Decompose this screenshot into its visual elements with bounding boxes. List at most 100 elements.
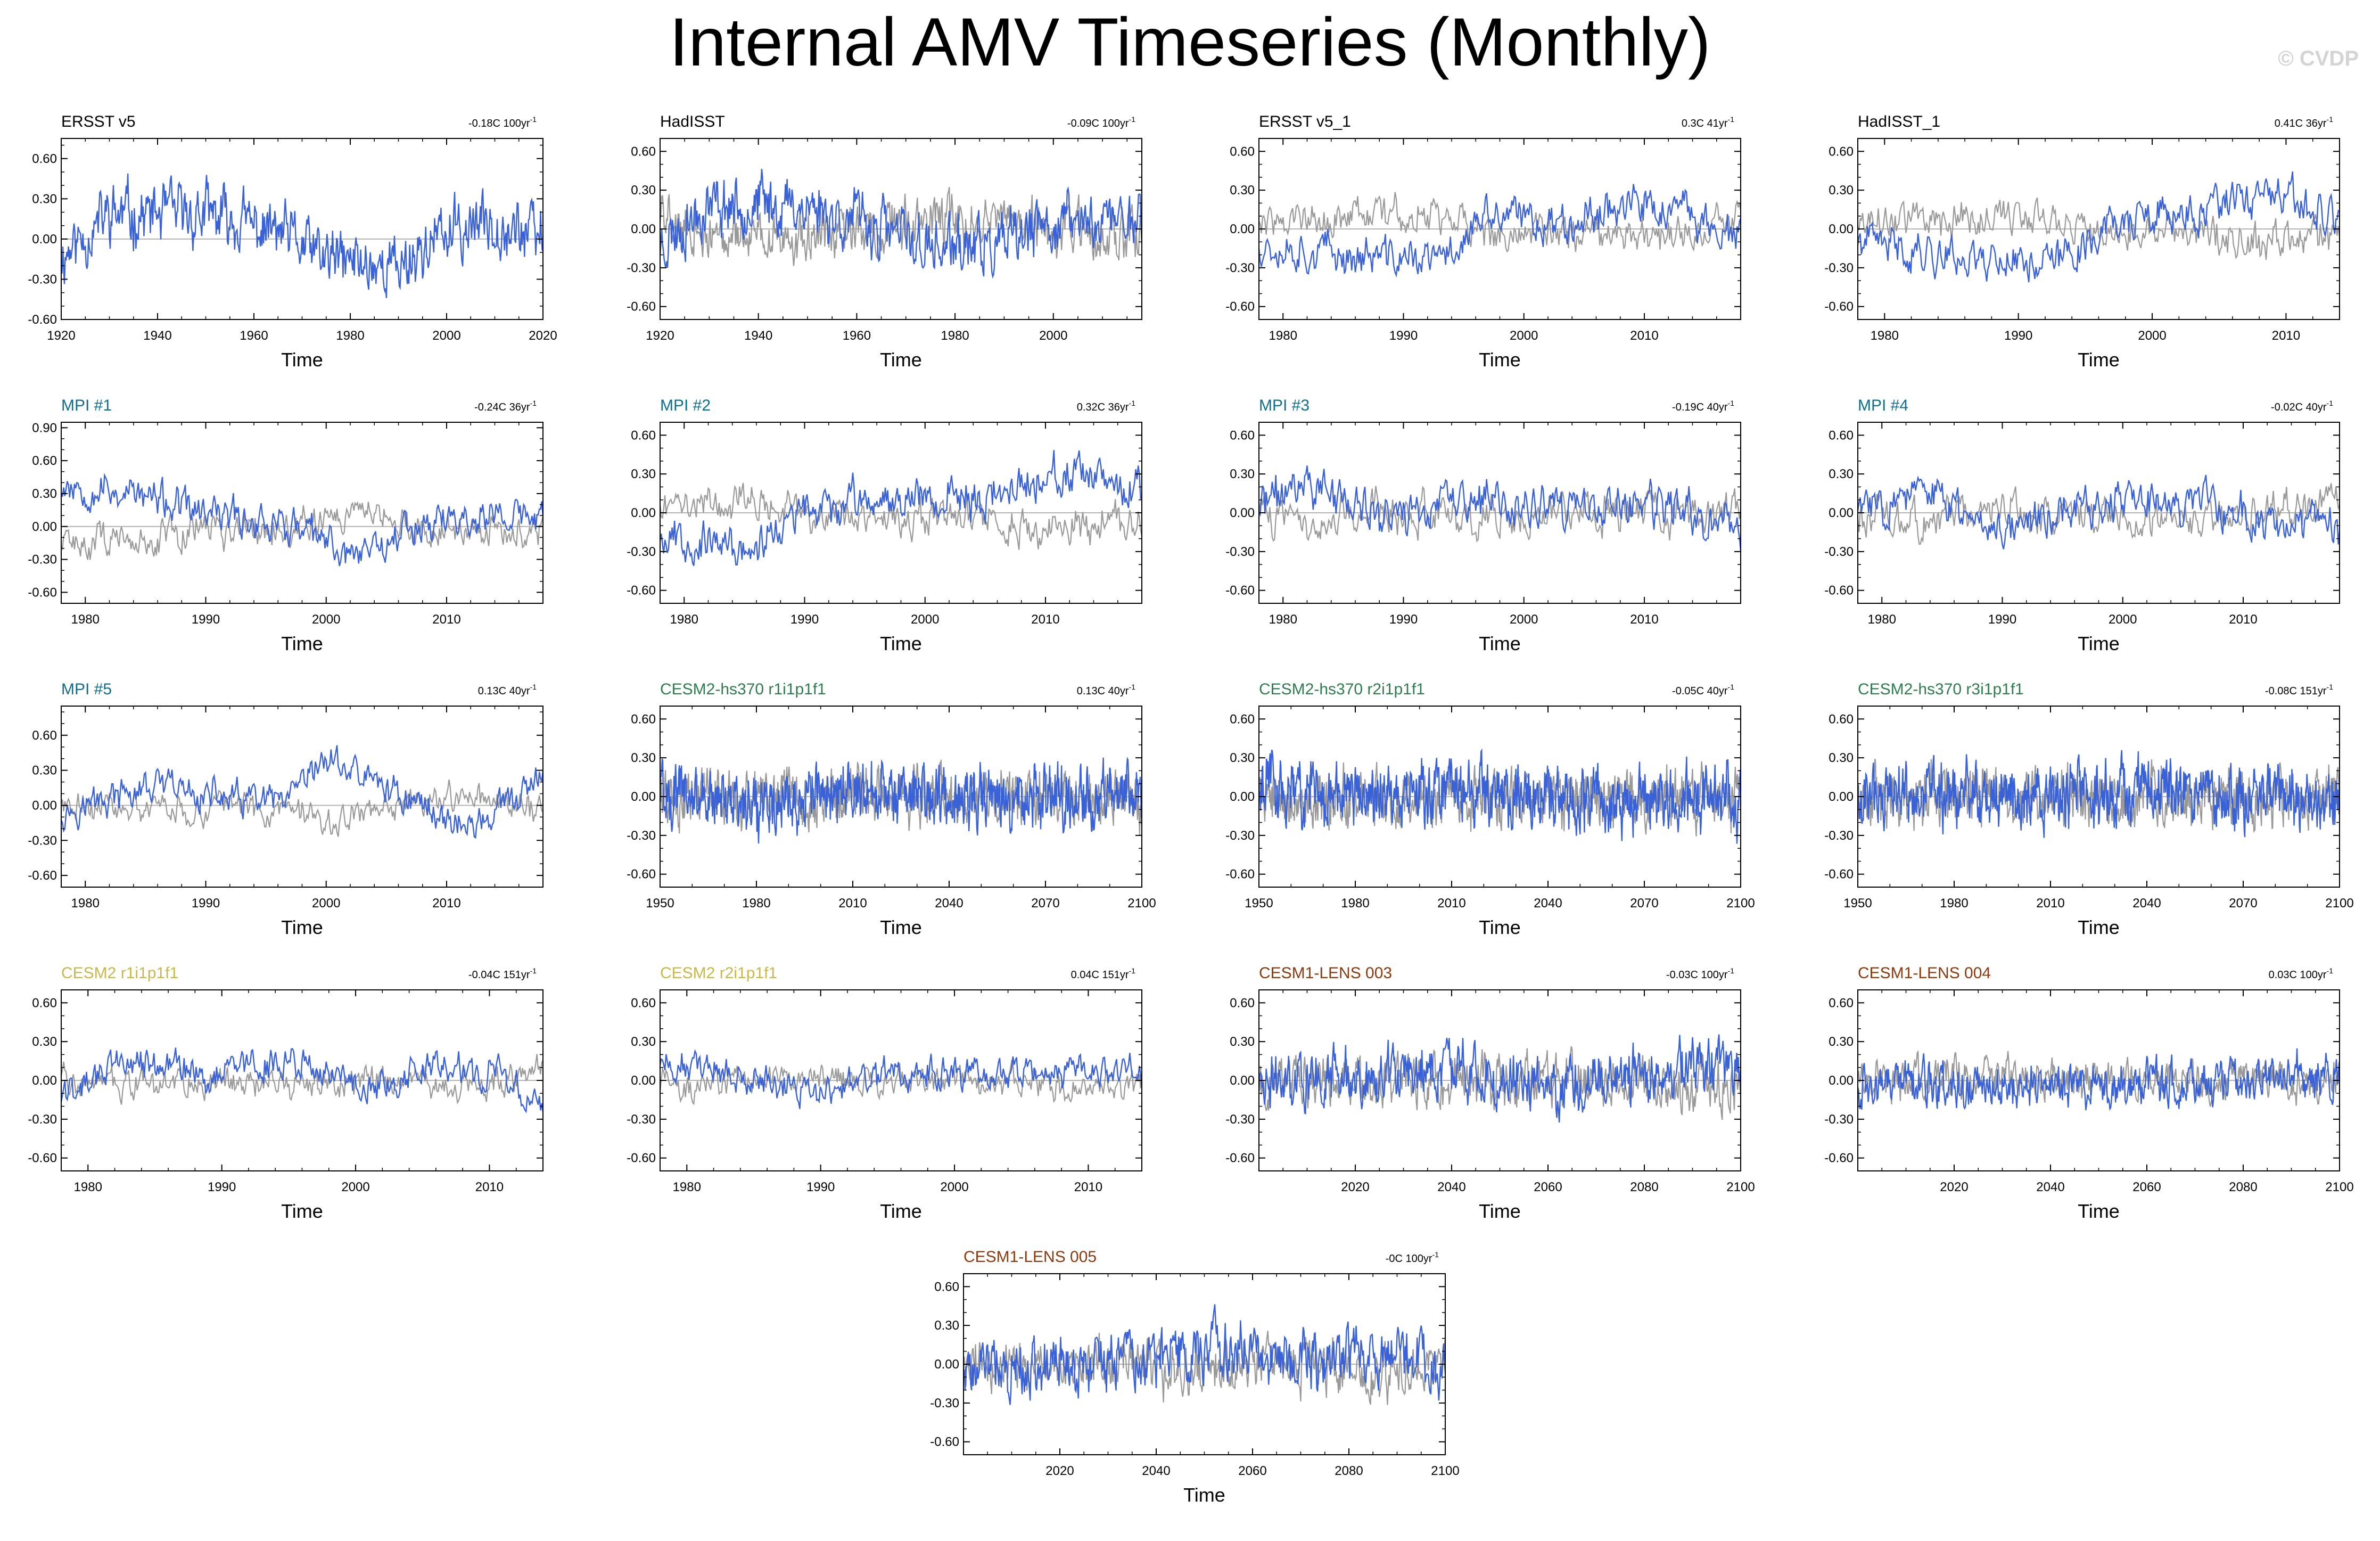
y-tick-label: 0.30 — [1230, 1035, 1255, 1049]
x-tick-label: 2080 — [1630, 1180, 1658, 1194]
y-tick-label: -0.60 — [627, 1151, 656, 1166]
y-tick-label: 0.60 — [631, 428, 656, 442]
y-tick-label: -0.60 — [1225, 584, 1255, 598]
y-tick-label: 0.00 — [631, 506, 656, 520]
chart-title: CESM2-hs370 r1i1p1f1 — [660, 681, 826, 698]
chart-panel: HadISST -0.09C 100yr-1 1920 1940 1960 1980 200… — [620, 106, 1152, 405]
chart-panel: ERSST v5 -0.18C 100yr-1 1920 1940 1960 1980 20… — [21, 106, 557, 405]
trend-label: -0C 100yr-1 — [1386, 1250, 1439, 1265]
chart-svg: CESM2 r2i1p1f1 0.04C 151yr-1 1980 1990 2000 2… — [627, 964, 1143, 1222]
chart-title: CESM1-LENS 003 — [1259, 964, 1392, 982]
x-axis-label: Time — [1479, 349, 1521, 371]
y-tick-label: 0.60 — [1230, 712, 1255, 726]
y-tick-label: -0.30 — [28, 833, 57, 848]
chart-svg: MPI #2 0.32C 36yr-1 1980 1990 2000 2010 0.60 0.… — [627, 397, 1143, 654]
trend-label: 0.32C 36yr-1 — [1077, 399, 1136, 413]
y-tick-label: 0.60 — [1829, 996, 1854, 1010]
chart-panel: MPI #4 -0.02C 40yr-1 1980 1990 2000 2010 0.60 0… — [1818, 390, 2350, 688]
chart-title: ERSST v5 — [61, 113, 136, 130]
trend-exponent: -1 — [1728, 966, 1735, 975]
chart-title: CESM2-hs370 r2i1p1f1 — [1259, 681, 1425, 698]
y-tick-label: -0.30 — [1824, 1112, 1854, 1127]
trend-exponent: -1 — [530, 399, 537, 407]
chart-svg: CESM1-LENS 005 -0C 100yr-1 2020 2040 2060 208… — [930, 1248, 1459, 1506]
chart-title: HadISST — [660, 113, 725, 130]
trend-exponent: -1 — [2327, 966, 2334, 975]
x-tick-label: 1980 — [1871, 329, 1899, 343]
y-tick-label: -0.30 — [28, 272, 57, 286]
x-tick-label: 1980 — [74, 1180, 102, 1194]
y-tick-label: -0.60 — [930, 1435, 959, 1449]
x-tick-label: 2010 — [432, 896, 460, 911]
series-line — [1258, 184, 1742, 278]
x-tick-label: 1990 — [208, 1180, 236, 1194]
x-tick-label: 2010 — [432, 612, 460, 627]
trend-exponent: -1 — [1728, 683, 1735, 691]
y-tick-label: -0.60 — [1824, 300, 1854, 314]
x-axis-label: Time — [2078, 1200, 2120, 1222]
series-line — [1857, 171, 2340, 283]
x-axis-label: Time — [2078, 349, 2120, 371]
chart-panel: CESM2 r2i1p1f1 0.04C 151yr-1 1980 1990 2000 2… — [620, 958, 1152, 1256]
y-tick-label: -0.30 — [28, 553, 57, 567]
x-tick-label: 1990 — [2004, 329, 2032, 343]
x-axis-label: Time — [2078, 633, 2120, 654]
y-tick-label: 0.30 — [631, 1035, 656, 1049]
y-tick-label: 0.30 — [1230, 467, 1255, 481]
chart-svg: CESM2-hs370 r2i1p1f1 -0.05C 40yr-1 1950 198… — [1225, 681, 1755, 938]
y-tick-label: 0.30 — [631, 751, 656, 765]
series-line — [659, 450, 1142, 566]
chart-title: MPI #3 — [1259, 397, 1310, 414]
x-axis-label: Time — [281, 349, 323, 371]
y-tick-label: 0.00 — [1230, 790, 1255, 804]
y-tick-label: -0.60 — [627, 300, 656, 314]
x-tick-label: 2040 — [2132, 896, 2161, 911]
chart-svg: MPI #3 -0.19C 40yr-1 1980 1990 2000 2010 0.60 0… — [1225, 397, 1742, 654]
y-tick-label: 0.30 — [631, 467, 656, 481]
x-tick-label: 1980 — [1868, 612, 1896, 627]
x-tick-label: 2020 — [529, 329, 557, 343]
chart-svg: HadISST -0.09C 100yr-1 1920 1940 1960 1980 200… — [627, 113, 1143, 371]
trend-label: 0.13C 40yr-1 — [478, 683, 537, 697]
x-tick-label: 2060 — [1238, 1464, 1266, 1478]
y-tick-label: 0.60 — [1230, 144, 1255, 159]
x-tick-label: 2100 — [1127, 896, 1156, 911]
x-tick-label: 1980 — [742, 896, 770, 911]
y-tick-label: -0.60 — [28, 868, 57, 883]
trend-value: -0.03C 100yr — [1666, 969, 1728, 981]
x-tick-label: 2100 — [2325, 896, 2353, 911]
chart-panel: MPI #5 0.13C 40yr-1 1980 1990 2000 2010 0.60 0.… — [21, 674, 554, 972]
chart-svg: CESM2-hs370 r3i1p1f1 -0.08C 151yr-1 1950 19… — [1824, 681, 2353, 938]
chart-svg: CESM2-hs370 r1i1p1f1 0.13C 40yr-1 1950 1980… — [627, 681, 1156, 938]
chart-svg: HadISST_1 0.41C 36yr-1 1980 1990 2000 2010 0.6… — [1824, 113, 2341, 371]
chart-title: HadISST_1 — [1858, 113, 1940, 130]
obs-series-line — [659, 482, 1143, 550]
chart-title: MPI #1 — [61, 397, 112, 414]
y-tick-label: -0.30 — [1824, 829, 1854, 843]
trend-value: -0.09C 100yr — [1067, 118, 1129, 129]
x-tick-label: 1980 — [673, 1180, 701, 1194]
y-tick-label: 0.60 — [32, 996, 57, 1010]
trend-exponent: -1 — [1129, 966, 1136, 975]
y-tick-label: -0.60 — [1824, 867, 1854, 882]
trend-value: -0.02C 40yr — [2271, 401, 2327, 413]
x-tick-label: 2000 — [2109, 612, 2137, 627]
x-tick-label: 1990 — [806, 1180, 835, 1194]
y-tick-label: -0.60 — [1824, 1151, 1854, 1166]
trend-label: -0.24C 36yr-1 — [474, 399, 537, 413]
y-tick-label: 0.30 — [934, 1318, 959, 1333]
y-tick-label: 0.00 — [32, 520, 57, 534]
y-tick-label: 0.00 — [1829, 790, 1854, 804]
trend-label: 0.3C 41yr-1 — [1682, 115, 1734, 129]
y-tick-label: -0.30 — [1225, 261, 1255, 275]
x-axis-label: Time — [281, 633, 323, 654]
trend-label: -0.02C 40yr-1 — [2271, 399, 2333, 413]
y-tick-label: 0.60 — [32, 728, 57, 743]
x-tick-label: 1990 — [1389, 329, 1418, 343]
chart-svg: CESM2 r1i1p1f1 -0.04C 151yr-1 1980 1990 2000… — [28, 964, 544, 1222]
trend-label: 0.41C 36yr-1 — [2275, 115, 2334, 129]
x-axis-label: Time — [1183, 1484, 1225, 1506]
series-line — [60, 1047, 544, 1113]
chart-svg: MPI #1 -0.24C 36yr-1 1980 1990 2000 2010 0.90 0… — [28, 397, 544, 654]
obs-series-line — [1258, 1046, 1742, 1120]
